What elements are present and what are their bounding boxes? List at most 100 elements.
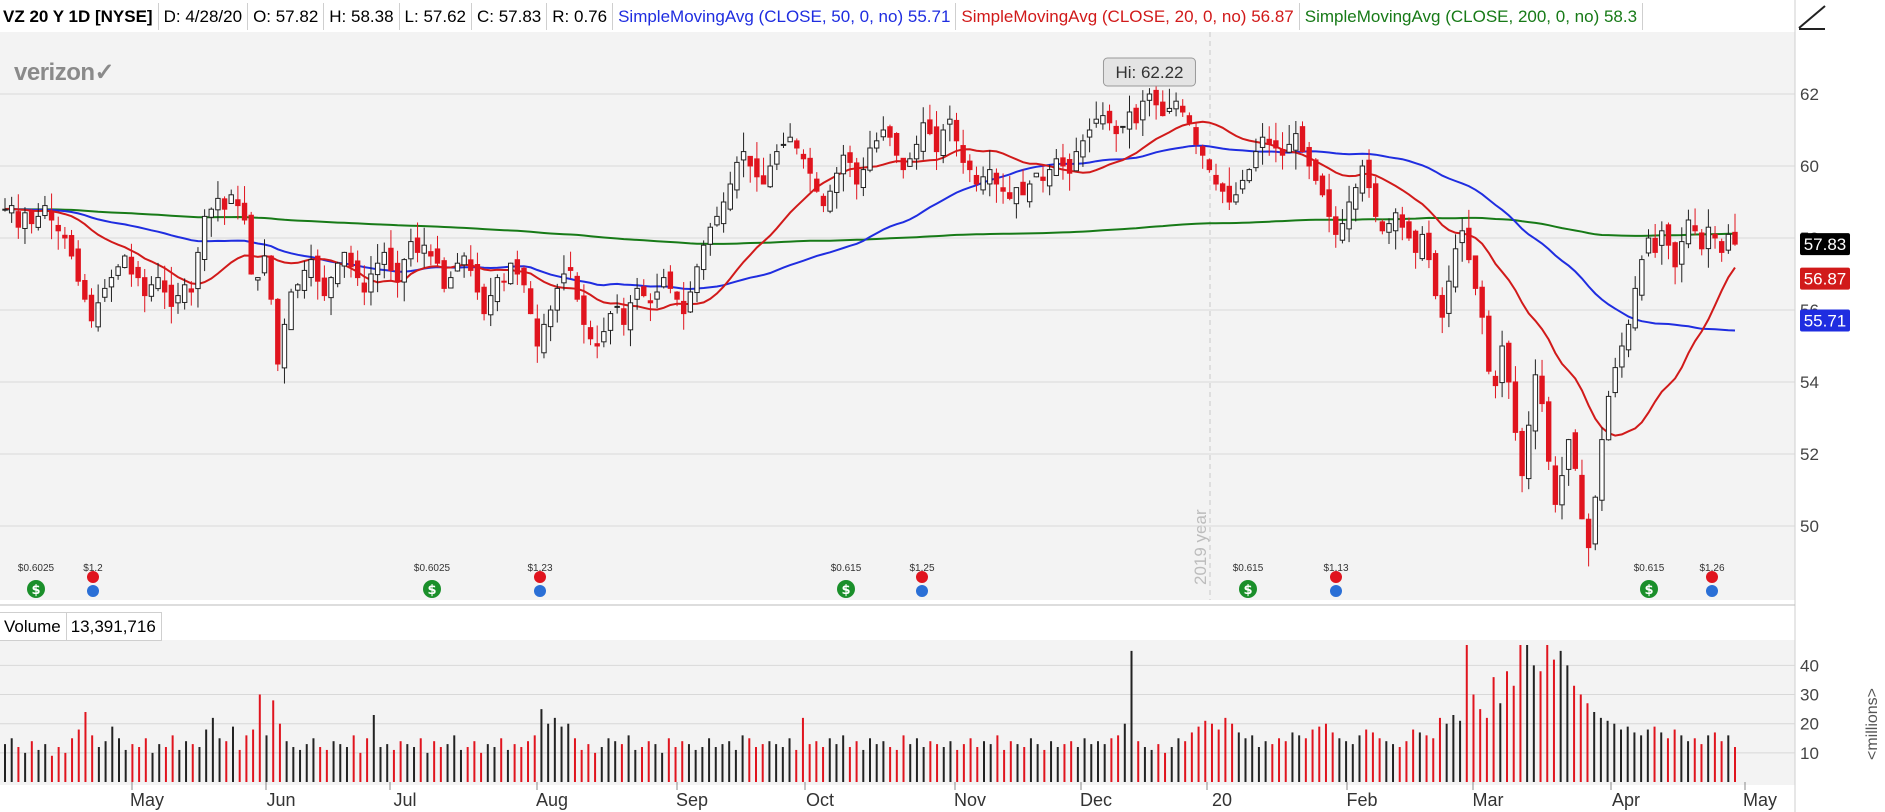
chart-header: VZ 20 Y 1D [NYSE] D: 4/28/20 O: 57.82 H:… (0, 3, 1644, 30)
candle (927, 104, 933, 136)
candle (268, 255, 274, 305)
candle (155, 262, 161, 292)
sma20-value: 56.87 (1251, 7, 1294, 26)
candle (820, 193, 827, 213)
candle (295, 283, 301, 299)
candle (1718, 238, 1725, 262)
earnings-marker[interactable]: $1.13 (1323, 563, 1349, 597)
candle (1599, 427, 1605, 512)
dividend-marker[interactable]: $0.615 $ (1233, 563, 1264, 598)
candle (1639, 255, 1645, 301)
candle (82, 273, 88, 303)
drawing-tool-icon[interactable] (1795, 2, 1829, 32)
candle (827, 184, 833, 214)
earnings-marker[interactable]: $1.2 (83, 563, 103, 597)
candle (514, 250, 521, 285)
candle (1100, 102, 1106, 130)
candle (501, 273, 507, 292)
candle (108, 269, 115, 302)
candle (148, 276, 155, 302)
volume-header: Volume 13,391,716 (0, 612, 162, 641)
earnings-marker[interactable]: $1.23 (527, 563, 553, 597)
candle (175, 282, 181, 314)
candle (1645, 229, 1652, 257)
candle (634, 277, 640, 310)
candle (987, 150, 993, 197)
candle (248, 211, 254, 275)
dividend-marker[interactable]: $0.6025 $ (414, 563, 451, 598)
candle (1273, 122, 1279, 163)
earnings-marker[interactable]: $1.25 (909, 563, 935, 597)
candle (1399, 206, 1406, 241)
sma200-study[interactable]: SimpleMovingAvg (CLOSE, 200, 0, no) 58.3 (1300, 3, 1644, 30)
price-panel-bg (0, 32, 1795, 600)
svg-text:$: $ (427, 583, 436, 598)
candle (1466, 209, 1472, 264)
candle (1113, 120, 1119, 152)
volume-label[interactable]: Volume (0, 613, 67, 640)
volume-axis-unit: <millions> (1864, 688, 1881, 760)
sma20-study[interactable]: SimpleMovingAvg (CLOSE, 20, 0, no) 56.87 (956, 3, 1300, 30)
candle (221, 196, 228, 225)
candle (747, 155, 753, 183)
svg-text:$: $ (31, 583, 40, 598)
candle (1213, 163, 1219, 191)
price-tick-label: 50 (1800, 517, 1819, 536)
candle (1226, 167, 1233, 210)
candle (1146, 88, 1153, 117)
candle (1426, 220, 1432, 269)
candle (887, 124, 893, 147)
candle (1659, 221, 1665, 265)
sma50-study[interactable]: SimpleMovingAvg (CLOSE, 50, 0, no) 55.71 (613, 3, 957, 30)
candle (840, 144, 847, 192)
candle (95, 284, 101, 332)
candle (1339, 209, 1346, 244)
price-badge-label: 55.71 (1804, 311, 1847, 330)
sma50-line (4, 144, 1736, 332)
candle (48, 193, 55, 240)
candle (1033, 172, 1040, 178)
candle (1046, 164, 1053, 196)
earnings-marker[interactable]: $1.26 (1699, 563, 1725, 597)
candle (261, 239, 268, 276)
candle (1053, 149, 1060, 177)
candle (554, 283, 560, 323)
candle (281, 318, 288, 384)
candle (1625, 319, 1632, 358)
candle (348, 245, 354, 278)
candle (1126, 95, 1133, 149)
candle (394, 250, 401, 298)
candle (1652, 223, 1658, 258)
volume-value: 13,391,716 (67, 613, 162, 640)
candle (1459, 218, 1465, 262)
candle (75, 240, 81, 286)
dividend-marker[interactable]: $0.615 $ (1634, 563, 1665, 598)
candle (1552, 456, 1559, 513)
candle (481, 283, 487, 321)
candle (947, 105, 953, 142)
candle (1093, 101, 1099, 128)
price-badge: 55.71 (1800, 309, 1850, 332)
candle (454, 253, 461, 272)
candle (1605, 390, 1612, 441)
dividend-marker[interactable]: $0.615 $ (831, 563, 862, 598)
candle (527, 281, 534, 315)
candle (1579, 459, 1585, 520)
month-label: Dec (1080, 790, 1112, 810)
candle (1353, 183, 1359, 222)
month-label: Apr (1612, 790, 1640, 810)
candle (960, 129, 966, 174)
candle (1632, 276, 1638, 331)
candle (1392, 208, 1399, 250)
dividend-marker[interactable]: $0.6025 $ (18, 563, 55, 598)
candle (1532, 359, 1539, 450)
sma50-value: 55.71 (907, 7, 951, 26)
candle (507, 262, 514, 285)
candle (381, 242, 387, 279)
hi-annotation-label: Hi: 62.22 (1115, 63, 1183, 82)
candle (328, 276, 334, 316)
candle (1219, 182, 1226, 204)
candle (22, 207, 28, 244)
symbol-label[interactable]: VZ 20 Y 1D [NYSE] (0, 3, 159, 30)
candle (1406, 217, 1412, 241)
